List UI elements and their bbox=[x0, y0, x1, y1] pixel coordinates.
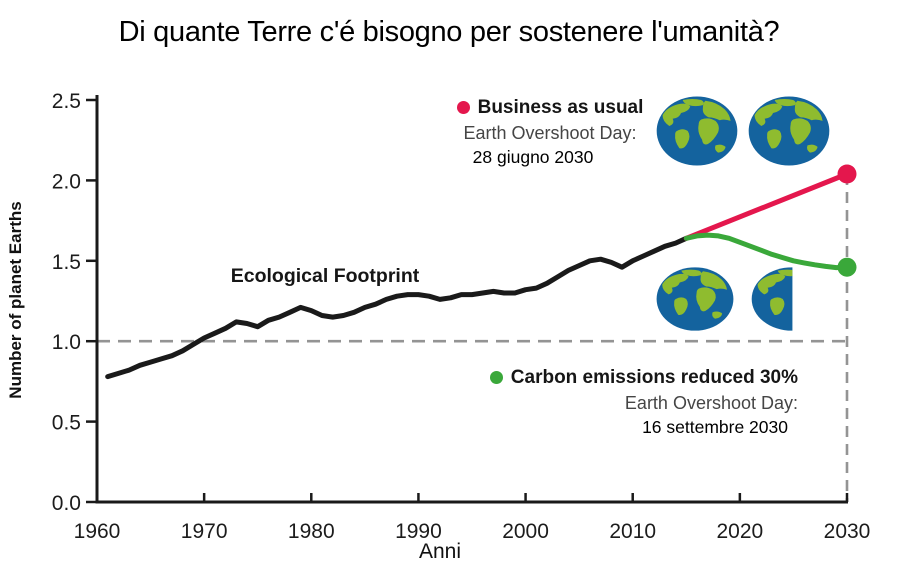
page-title: Di quante Terre c'é bisogno per sostener… bbox=[118, 16, 780, 48]
legend-title: Carbon emissions reduced 30% bbox=[510, 367, 798, 388]
legend-carbon-reduced-title: Carbon emissions reduced 30% bbox=[418, 366, 798, 391]
series-business-as-usual bbox=[683, 171, 850, 241]
x-tick-label-2030: 2030 bbox=[824, 520, 871, 543]
y-tick-label-0.5: 0.5 bbox=[52, 412, 81, 435]
green-dot-icon bbox=[489, 370, 503, 384]
overshoot-date-red: 28 giugno 2030 bbox=[472, 147, 594, 167]
x-tick-label-1990: 1990 bbox=[395, 520, 442, 543]
overshoot-day-label-red: Earth Overshoot Day: bbox=[463, 123, 637, 143]
x-axis-label: Anni bbox=[418, 540, 462, 563]
half-earth-icon bbox=[751, 267, 793, 331]
series-label-ecological-footprint: Ecological Footprint bbox=[230, 265, 420, 287]
y-tick-label-1.0: 1.0 bbox=[52, 331, 81, 354]
legend-title: Business as usual bbox=[477, 97, 644, 118]
overshoot-date-green: 16 settembre 2030 bbox=[642, 417, 788, 437]
earth-icon bbox=[748, 96, 830, 166]
x-tick-label-2020: 2020 bbox=[716, 520, 763, 543]
x-tick-label-1960: 1960 bbox=[74, 520, 121, 543]
legend-business-as-usual: Business as usual Earth Overshoot Day: 2… bbox=[432, 96, 668, 169]
x-tick-label-2000: 2000 bbox=[502, 520, 549, 543]
earth-icons-business-as-usual bbox=[656, 96, 830, 166]
earth-icon bbox=[656, 267, 734, 331]
red-dot-icon bbox=[456, 100, 470, 114]
end-dot-business-as-usual bbox=[837, 164, 857, 184]
legend-carbon-reduced: Carbon emissions reduced 30% Earth Overs… bbox=[418, 366, 798, 439]
earth-icons-carbon-reduced bbox=[656, 267, 793, 331]
overshoot-day-label-green: Earth Overshoot Day: bbox=[624, 393, 798, 413]
series-ecological-footprint bbox=[105, 235, 689, 380]
series-carbon-emissions-reduced-30 bbox=[683, 232, 850, 271]
y-axis-label: Number of planet Earths bbox=[6, 201, 25, 399]
x-tick-label-1980: 1980 bbox=[288, 520, 335, 543]
y-tick-label-2.0: 2.0 bbox=[52, 170, 81, 193]
earth-icon bbox=[656, 96, 738, 166]
y-tick-label-1.5: 1.5 bbox=[52, 251, 81, 274]
end-dot-carbon-emissions-reduced-30 bbox=[837, 257, 857, 277]
legend-business-as-usual-title: Business as usual bbox=[432, 96, 668, 121]
y-tick-label-2.5: 2.5 bbox=[52, 90, 81, 113]
x-tick-label-2010: 2010 bbox=[609, 520, 656, 543]
y-tick-label-0.0: 0.0 bbox=[52, 492, 81, 515]
x-tick-label-1970: 1970 bbox=[181, 520, 228, 543]
